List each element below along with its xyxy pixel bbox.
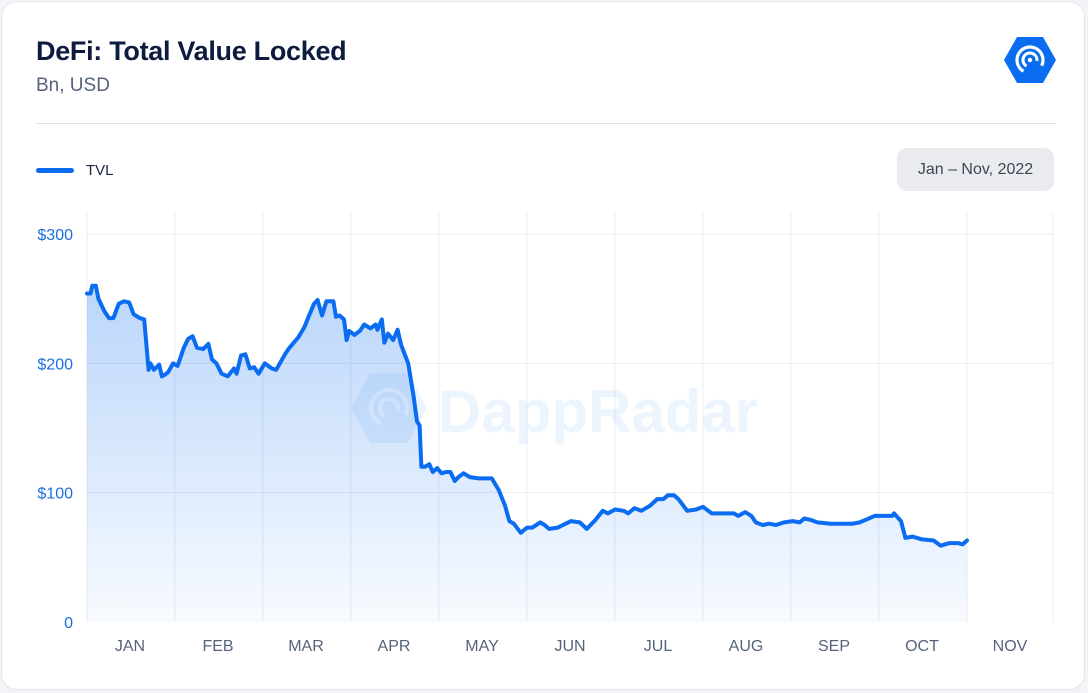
- chart-legend: TVL: [36, 159, 114, 181]
- tvl-area-fill: [87, 285, 967, 622]
- dappradar-logo-icon[interactable]: [1003, 35, 1057, 85]
- tvl-series-line: [85, 283, 969, 548]
- y-axis: 0 $100 $200 $300: [37, 227, 73, 632]
- x-tick-label: JUN: [554, 638, 585, 655]
- x-tick-label: JAN: [115, 638, 145, 655]
- x-tick-label: FEB: [202, 638, 233, 655]
- x-tick-label: MAR: [288, 638, 324, 655]
- date-range-button[interactable]: Jan – Nov, 2022: [897, 148, 1054, 191]
- x-tick-label: NOV: [993, 638, 1028, 655]
- x-tick-label: SEP: [818, 638, 850, 655]
- x-tick-label: APR: [378, 638, 411, 655]
- tvl-area-chart: DappRadar 0$100$200$300 JAN FEB MAR APR MAY J…: [37, 213, 1054, 655]
- x-tick-label: AUG: [729, 638, 764, 655]
- watermark-text: DappRadar: [438, 378, 758, 445]
- y-tick-label: $200: [37, 356, 73, 373]
- x-axis: JAN FEB MAR APR MAY JUN JUL AUG SEP OCT NOV: [115, 638, 1028, 655]
- y-tick-label: 0: [64, 615, 73, 632]
- header-divider: [36, 123, 1056, 124]
- legend-label-tvl: TVL: [86, 161, 114, 179]
- chart-subtitle: Bn, USD: [36, 75, 110, 96]
- chart-title: DeFi: Total Value Locked: [36, 36, 347, 66]
- x-tick-label: JUL: [644, 638, 673, 655]
- y-tick-label: $300: [37, 227, 73, 244]
- y-tick-label: $100: [37, 486, 73, 503]
- x-tick-label: MAY: [465, 638, 499, 655]
- x-tick-label: OCT: [905, 638, 939, 655]
- legend-swatch-tvl: [36, 167, 74, 173]
